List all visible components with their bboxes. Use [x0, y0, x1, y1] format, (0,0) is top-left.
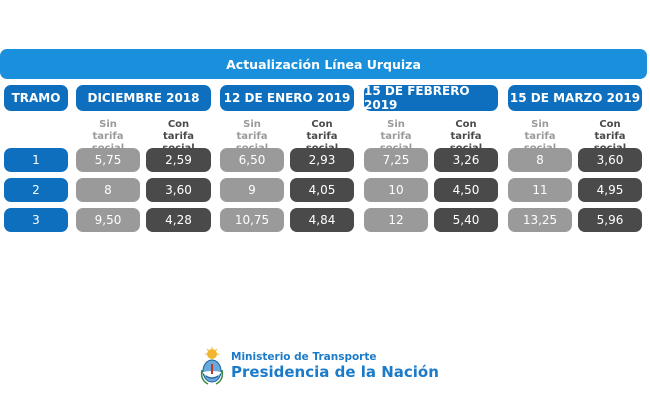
- presidencia-label: Presidencia de la Nación: [231, 363, 439, 381]
- fare-cell: 3,60: [146, 178, 211, 202]
- tramo-3-cell: 3: [4, 208, 68, 232]
- fare-cell: 5,75: [76, 148, 140, 172]
- fare-cell: 9: [220, 178, 284, 202]
- fare-cell: 2,93: [290, 148, 354, 172]
- fare-cell: 4,50: [434, 178, 498, 202]
- fare-cell: 4,95: [578, 178, 642, 202]
- fare-cell: 4,28: [146, 208, 211, 232]
- period-header-3: 15 DE FEBRERO 2019: [364, 84, 498, 112]
- fare-cell: 3,60: [578, 148, 642, 172]
- fare-cell: 5,96: [578, 208, 642, 232]
- fare-cell: 4,05: [290, 178, 354, 202]
- title-banner: Actualización Línea Urquiza: [0, 49, 647, 79]
- period-header-2: 12 DE ENERO 2019: [220, 85, 354, 111]
- tramo-header: TRAMO: [4, 85, 68, 111]
- ministry-text: Ministerio de Transporte Presidencia de …: [231, 351, 439, 381]
- ministerio-label: Ministerio de Transporte: [231, 351, 377, 363]
- fare-cell: 6,50: [220, 148, 284, 172]
- period-header-1: DICIEMBRE 2018: [76, 85, 211, 111]
- fare-cell: 13,25: [508, 208, 572, 232]
- table-title: Actualización Línea Urquiza: [226, 56, 421, 72]
- fare-cell: 4,84: [290, 208, 354, 232]
- fare-cell: 7,25: [364, 148, 428, 172]
- fare-cell: 8: [76, 178, 140, 202]
- fare-cell: 8: [508, 148, 572, 172]
- fare-cell: 2,59: [146, 148, 211, 172]
- fare-cell: 10,75: [220, 208, 284, 232]
- tramo-2-cell: 2: [4, 178, 68, 202]
- ministry-logo: Ministerio de Transporte Presidencia de …: [200, 346, 439, 386]
- fare-cell: 10: [364, 178, 428, 202]
- fare-cell: 12: [364, 208, 428, 232]
- argentina-coat-of-arms-icon: [200, 347, 224, 385]
- fare-cell: 3,26: [434, 148, 498, 172]
- tramo-1-cell: 1: [4, 148, 68, 172]
- fare-cell: 9,50: [76, 208, 140, 232]
- fare-cell: 5,40: [434, 208, 498, 232]
- period-header-4: 15 DE MARZO 2019: [508, 85, 642, 111]
- fare-cell: 11: [508, 178, 572, 202]
